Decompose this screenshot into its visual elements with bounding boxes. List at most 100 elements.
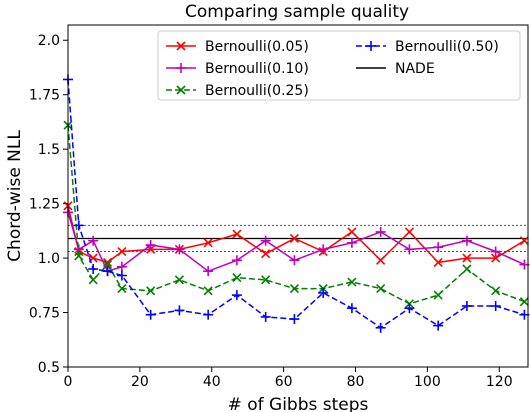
series-line-1: [67, 212, 525, 273]
data-point-s2-18: [519, 297, 529, 307]
data-point-s2-10-stroke-b: [289, 284, 299, 294]
data-point-s3-17: [490, 301, 501, 312]
data-point-s2-7-stroke-b: [203, 286, 213, 296]
data-point-s1-7: [203, 266, 214, 277]
data-point-s1-13: [375, 226, 386, 237]
data-point-s3-2: [88, 263, 99, 274]
data-point-s2-3-stroke-b: [102, 260, 113, 270]
y-tick-label-3: 1.25: [29, 197, 60, 213]
data-point-s2-17: [491, 286, 501, 296]
data-point-s2-3: [102, 260, 113, 270]
data-point-s0-12: [347, 227, 357, 237]
data-point-s1-5: [145, 240, 156, 251]
data-point-s2-17-stroke-b: [491, 286, 501, 296]
data-point-s3-8: [231, 290, 242, 301]
data-point-s3-7: [203, 309, 214, 320]
data-point-s2-6-stroke-b: [174, 275, 184, 285]
data-point-s0-16: [462, 253, 472, 263]
data-point-s2-1: [74, 251, 84, 261]
data-point-s3-9: [260, 311, 271, 322]
chart-title: Comparing sample quality: [185, 2, 409, 22]
y-tick-label-1: 0.75: [29, 306, 60, 322]
data-point-s0-8-stroke-b: [232, 229, 242, 239]
data-point-s2-2: [88, 275, 98, 285]
data-point-s2-5: [146, 286, 156, 296]
data-point-s0-14: [404, 227, 414, 237]
data-point-s2-18-stroke-b: [519, 297, 529, 307]
data-point-s0-8: [232, 229, 242, 239]
legend-marker-1: [176, 63, 186, 73]
data-point-s2-9: [261, 275, 271, 285]
plot-area: 0 20 40 60 80 100 120 0.5 0.75 1.0 1.25 1.5 1.75 2.0: [29, 24, 530, 390]
data-point-s0-13-stroke-b: [376, 255, 386, 265]
y-tick-label-6: 2.0: [38, 33, 60, 49]
data-point-s1-6: [174, 244, 185, 255]
data-point-s2-12-stroke-b: [347, 277, 357, 287]
data-point-s3-1: [73, 220, 84, 231]
data-point-s1-12: [346, 237, 357, 248]
data-point-s2-8: [232, 273, 242, 283]
data-point-s1-17: [490, 246, 501, 257]
legend-label-0: Bernoulli(0.05): [205, 39, 309, 55]
data-point-s1-9: [260, 235, 271, 246]
data-point-s3-4: [116, 270, 127, 281]
data-point-s0-13: [376, 255, 386, 265]
data-point-s0-7-stroke-b: [203, 238, 213, 248]
data-point-s3-6: [174, 305, 185, 316]
y-tick-label-2: 1.0: [38, 251, 60, 267]
data-point-s2-10: [289, 284, 299, 294]
data-point-s2-2-stroke-b: [88, 275, 98, 285]
data-point-s1-8: [231, 255, 242, 266]
data-point-s3-14: [404, 303, 415, 314]
data-point-s0-10-stroke-b: [289, 233, 299, 244]
data-point-s2-12: [347, 277, 357, 287]
data-point-s0-17-stroke-b: [491, 253, 501, 263]
data-point-s0-14-stroke-b: [404, 227, 414, 237]
y-tick-label-5: 1.75: [29, 88, 60, 104]
data-point-s0-9: [261, 249, 271, 259]
data-point-s1-2: [88, 235, 99, 246]
data-point-s2-6: [174, 275, 184, 285]
x-tick-label-6: 120: [486, 374, 513, 390]
plot-frame: [67, 24, 529, 368]
data-point-s3-16: [461, 301, 472, 312]
data-point-s0-4-stroke-b: [117, 246, 127, 257]
data-point-s2-1-stroke-b: [74, 251, 84, 261]
y-tick-label-0: 0.5: [38, 360, 60, 376]
data-point-s2-15-stroke-b: [433, 290, 443, 300]
data-point-s2-13: [376, 284, 386, 294]
data-point-s2-16-stroke-b: [462, 264, 472, 274]
data-point-s1-11: [318, 244, 329, 255]
x-tick-label-2: 40: [203, 374, 221, 390]
legend-marker-0-stroke-b: [176, 41, 186, 51]
x-tick-label-5: 100: [414, 374, 441, 390]
data-point-s1-16: [461, 235, 472, 246]
data-point-s2-9-stroke-b: [261, 275, 271, 285]
data-point-s3-12: [346, 303, 357, 314]
data-point-s1-4: [116, 261, 127, 272]
data-point-s1-15: [433, 242, 444, 253]
series-line-2: [67, 125, 525, 305]
legend-marker-2: [176, 85, 186, 95]
data-point-s0-16-stroke-b: [462, 253, 472, 263]
legend-label-1: Bernoulli(0.10): [205, 61, 309, 77]
legend-marker-3: [366, 41, 376, 51]
x-axis-label: # of Gibbs steps: [228, 395, 369, 412]
data-point-s2-16: [462, 264, 472, 274]
x-tick-label-0: 0: [64, 374, 73, 390]
data-point-s2-15: [433, 290, 443, 300]
data-point-s1-14: [404, 244, 415, 255]
data-point-s2-7: [203, 286, 213, 296]
legend: Bernoulli(0.05) Bernoulli(0.10) Bernoulli(…: [157, 30, 521, 101]
data-point-s0-4: [117, 246, 127, 257]
data-point-s0-12-stroke-b: [347, 227, 357, 237]
data-point-s0-18: [519, 236, 529, 246]
y-axis-label: Chord-wise NLL: [5, 130, 25, 262]
data-point-s3-3: [102, 266, 113, 277]
data-point-s0-17: [491, 253, 501, 263]
data-point-s3-15: [433, 320, 444, 331]
data-point-s0-10: [289, 233, 299, 244]
data-point-s2-4: [117, 284, 127, 294]
x-tick-label-1: 20: [131, 374, 149, 390]
